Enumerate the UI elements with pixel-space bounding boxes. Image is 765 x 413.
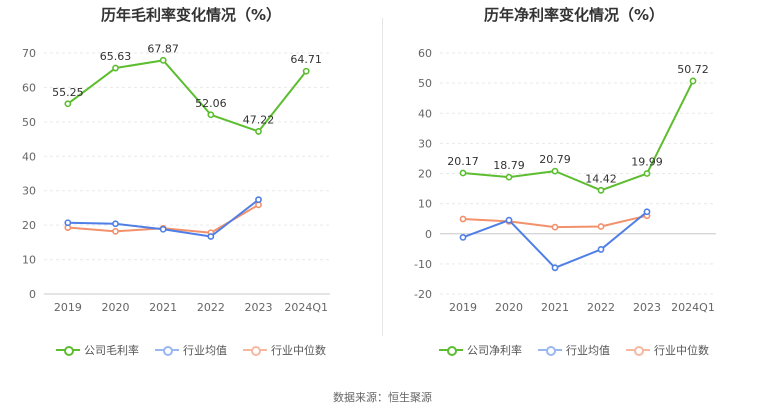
y-tick-label: 20 (22, 219, 36, 232)
y-tick-label: 20 (418, 168, 432, 181)
gross-margin-chart-panel: 历年毛利率变化情况（%） 0 10 20 30 40 50 60 70 2019 2020 2021… (0, 0, 382, 380)
data-point-company (505, 173, 513, 181)
data-point-company (159, 56, 167, 64)
gross-margin-chart: 0 10 20 30 40 50 60 70 2019 2020 2021 2022 2023 2024Q… (22, 42, 330, 314)
legend-item-industry-avg[interactable]: 行业均值 (155, 342, 227, 358)
y-tick-label: 40 (22, 150, 36, 163)
data-label: 67.87 (147, 42, 179, 55)
x-tick-label: 2019 (449, 301, 477, 314)
panel-divider (382, 18, 383, 336)
y-tick-label: 0 (425, 228, 432, 241)
chart-legend: 公司毛利率 行业均值 行业中位数 (0, 342, 382, 358)
x-tick-label: 2023 (245, 301, 273, 314)
data-label: 64.71 (290, 53, 322, 66)
data-point-company (255, 128, 262, 135)
legend-line-marker-icon (538, 345, 562, 356)
y-tick-label: -10 (414, 258, 432, 271)
chart-title: 历年净利率变化情况（%） (483, 6, 665, 24)
data-point-industry-avg (207, 233, 215, 240)
data-label: 20.17 (447, 155, 479, 168)
x-tick-label: 2019 (54, 301, 82, 314)
y-tick-label: 30 (418, 137, 432, 150)
x-tick-label: 2020 (102, 301, 130, 314)
series-line-company (462, 80, 694, 192)
data-point-industry-median (459, 215, 467, 223)
legend-item-company[interactable]: 公司毛利率 (56, 342, 139, 358)
data-point-industry-avg (112, 220, 119, 228)
data-point-industry-avg (64, 219, 72, 227)
data-point-company (689, 77, 697, 85)
data-point-industry-avg (255, 196, 262, 204)
data-point-company (597, 186, 605, 194)
chart-legend: 公司净利率 行业均值 行业中位数 (383, 342, 765, 358)
chart-title: 历年毛利率变化情况（%） (100, 6, 282, 24)
y-tick-label: 70 (22, 47, 36, 60)
data-point-company (551, 167, 559, 175)
data-point-industry-avg (505, 216, 513, 224)
data-point-company (302, 67, 310, 75)
legend-item-industry-median[interactable]: 行业中位数 (243, 342, 326, 358)
legend-label: 行业均值 (183, 344, 227, 357)
legend-line-marker-icon (243, 345, 267, 356)
data-label: 52.06 (195, 97, 227, 110)
legend-label: 公司毛利率 (84, 344, 139, 357)
data-label: 20.79 (539, 153, 571, 166)
data-point-industry-avg (551, 264, 559, 272)
data-point-industry-median (112, 227, 119, 235)
net-margin-chart: -20 -10 0 10 20 30 40 50 60 2019 2020 2021 2022 2023 2… (414, 47, 716, 314)
x-tick-label: 2020 (495, 301, 523, 314)
y-tick-label: 10 (418, 198, 432, 211)
y-tick-label: 60 (22, 81, 36, 94)
x-tick-label: 2023 (633, 301, 661, 314)
data-point-company (459, 169, 467, 177)
x-tick-label: 2021 (541, 301, 569, 314)
data-point-industry-avg (159, 225, 167, 233)
y-tick-label: 50 (418, 77, 432, 90)
y-tick-label: 0 (29, 288, 36, 301)
legend-line-marker-icon (56, 345, 80, 356)
series-line-company (67, 59, 307, 133)
y-tick-label: 30 (22, 185, 36, 198)
data-label: 19.99 (631, 156, 663, 169)
x-tick-label: 2021 (149, 301, 177, 314)
legend-line-marker-icon (439, 345, 463, 356)
data-point-company (643, 170, 651, 177)
net-margin-chart-panel: 历年净利率变化情况（%） -20 -10 0 10 20 30 40 50 60 2019 2020… (383, 0, 765, 380)
data-label: 18.79 (493, 159, 525, 172)
legend-line-marker-icon (626, 345, 650, 356)
legend-label: 行业中位数 (654, 344, 709, 357)
legend-item-industry-median[interactable]: 行业中位数 (626, 342, 709, 358)
legend-item-industry-avg[interactable]: 行业均值 (538, 342, 610, 358)
x-tick-label: 2024Q1 (284, 301, 328, 314)
data-point-company (64, 100, 72, 108)
data-label: 65.63 (100, 50, 132, 63)
x-tick-label: 2024Q1 (671, 301, 715, 314)
data-label: 50.72 (677, 63, 709, 76)
y-tick-label: -20 (414, 288, 432, 301)
data-point-industry-avg (643, 208, 651, 216)
legend-line-marker-icon (155, 345, 179, 356)
data-source-note: 数据来源：恒生聚源 (333, 391, 432, 404)
legend-label: 行业均值 (566, 344, 610, 357)
y-tick-label: 60 (418, 47, 432, 60)
data-point-industry-avg (459, 233, 467, 241)
legend-label: 公司净利率 (467, 344, 522, 357)
y-tick-label: 50 (22, 116, 36, 129)
data-point-industry-avg (597, 246, 605, 253)
data-label: 47.22 (243, 113, 275, 126)
y-tick-label: 10 (22, 254, 36, 267)
data-label: 55.25 (52, 86, 84, 99)
y-tick-label: 40 (418, 107, 432, 120)
x-tick-label: 2022 (587, 301, 615, 314)
data-point-industry-median (551, 223, 559, 231)
data-point-company (207, 111, 215, 119)
data-label: 14.42 (585, 172, 617, 185)
data-point-company (112, 64, 119, 72)
legend-item-company[interactable]: 公司净利率 (439, 342, 522, 358)
legend-label: 行业中位数 (271, 344, 326, 357)
data-point-industry-median (597, 223, 605, 230)
x-tick-label: 2022 (197, 301, 225, 314)
